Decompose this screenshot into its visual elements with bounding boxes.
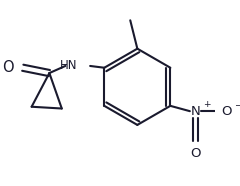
Text: +: + — [203, 100, 211, 110]
Text: O: O — [190, 147, 200, 160]
Text: O: O — [221, 105, 231, 118]
Text: N: N — [190, 105, 200, 118]
Text: O: O — [2, 60, 14, 75]
Text: −: − — [234, 100, 240, 110]
Text: HN: HN — [60, 60, 78, 73]
